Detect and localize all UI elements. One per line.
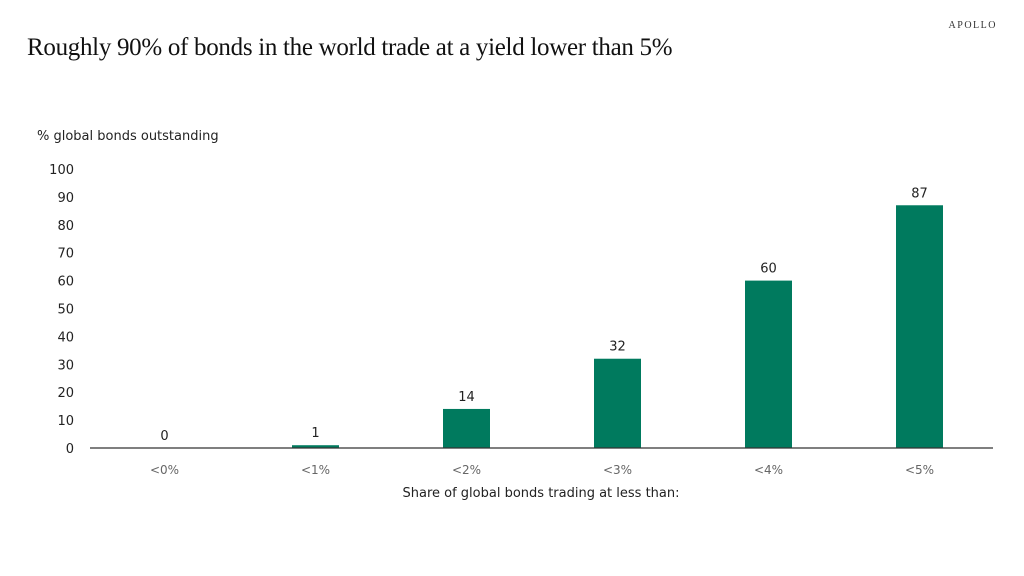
data-label: 14 [458, 390, 475, 405]
y-tick-label: 0 [66, 442, 74, 457]
data-label: 32 [609, 340, 626, 355]
y-tick-label: 30 [57, 358, 74, 373]
bar [594, 358, 641, 448]
y-tick-label: 100 [49, 163, 74, 178]
y-tick-label: 20 [57, 386, 74, 401]
chart-title: Roughly 90% of bonds in the world trade … [27, 34, 673, 61]
y-tick-label: 10 [57, 414, 74, 429]
brand-logo: APOLLO [948, 20, 997, 31]
x-tick-label: <5% [905, 463, 934, 477]
x-axis-label: Share of global bonds trading at less th… [403, 486, 680, 501]
data-label: 1 [311, 426, 319, 441]
x-tick-label: <0% [150, 463, 179, 477]
x-tick-label: <4% [754, 463, 783, 477]
data-label: 0 [160, 429, 168, 444]
data-label: 60 [760, 262, 777, 277]
y-tick-label: 60 [57, 275, 74, 290]
bar [292, 445, 339, 448]
x-tick-label: <2% [452, 463, 481, 477]
y-tick-label: 90 [57, 191, 74, 206]
bar [896, 205, 943, 448]
y-tick-label: 70 [57, 247, 74, 262]
bar [443, 408, 490, 448]
x-tick-label: <3% [603, 463, 632, 477]
y-tick-label: 40 [57, 330, 74, 345]
y-tick-label: 50 [57, 303, 74, 318]
y-tick-label: 80 [57, 219, 74, 234]
data-label: 87 [911, 186, 928, 201]
y-axis-label: % global bonds outstanding [37, 129, 219, 144]
x-tick-label: <1% [301, 463, 330, 477]
bar [745, 280, 792, 448]
